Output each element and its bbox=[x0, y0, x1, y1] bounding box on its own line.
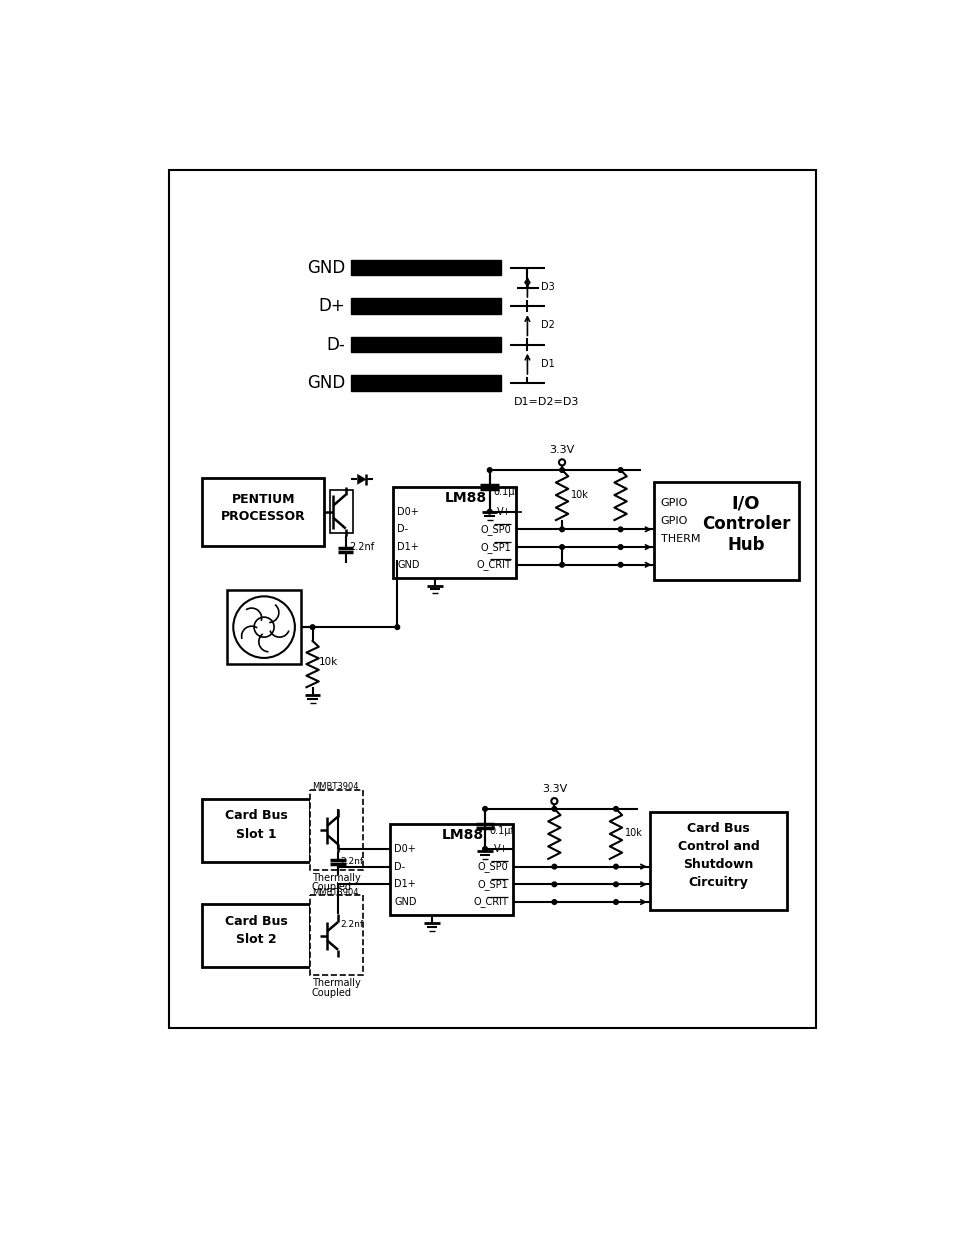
Text: D1+: D1+ bbox=[396, 542, 418, 552]
Text: GND: GND bbox=[306, 258, 345, 277]
Bar bbox=[351, 259, 500, 275]
Text: O_SP0: O_SP0 bbox=[480, 524, 511, 535]
Text: GND: GND bbox=[396, 559, 419, 569]
Text: MMBT3904: MMBT3904 bbox=[312, 782, 358, 792]
Text: O_SP0: O_SP0 bbox=[476, 861, 508, 872]
Text: V+: V+ bbox=[493, 844, 508, 853]
Text: 2.2nf: 2.2nf bbox=[340, 920, 363, 929]
Text: D2: D2 bbox=[540, 320, 554, 330]
Text: Circuitry: Circuitry bbox=[688, 876, 747, 888]
Text: D-: D- bbox=[326, 336, 345, 353]
Text: LM88: LM88 bbox=[441, 827, 483, 842]
Bar bbox=[329, 490, 353, 534]
Circle shape bbox=[559, 562, 564, 567]
Polygon shape bbox=[356, 474, 366, 484]
Bar bbox=[310, 895, 362, 976]
Circle shape bbox=[559, 468, 564, 472]
Bar bbox=[227, 590, 301, 664]
Bar bbox=[202, 478, 324, 546]
Text: Shutdown: Shutdown bbox=[682, 858, 753, 871]
Text: 10k: 10k bbox=[624, 829, 642, 839]
Text: GND: GND bbox=[306, 374, 345, 391]
Text: 0.1μf: 0.1μf bbox=[493, 487, 517, 496]
Circle shape bbox=[487, 468, 492, 472]
Text: O_SP1: O_SP1 bbox=[480, 542, 511, 552]
Text: D0+: D0+ bbox=[396, 506, 418, 516]
Text: 10k: 10k bbox=[571, 490, 589, 500]
Circle shape bbox=[559, 527, 564, 531]
Text: Card Bus: Card Bus bbox=[686, 823, 749, 835]
Circle shape bbox=[552, 900, 557, 904]
Circle shape bbox=[613, 900, 618, 904]
Text: 3.3V: 3.3V bbox=[541, 784, 566, 794]
Text: V+: V+ bbox=[497, 506, 511, 516]
Text: O_SP1: O_SP1 bbox=[476, 879, 508, 889]
Circle shape bbox=[613, 882, 618, 887]
Circle shape bbox=[310, 625, 314, 630]
Bar bbox=[310, 789, 362, 869]
Circle shape bbox=[618, 545, 622, 550]
Bar bbox=[202, 799, 310, 862]
Bar bbox=[351, 337, 500, 352]
Text: 2.2nf: 2.2nf bbox=[340, 857, 363, 866]
Circle shape bbox=[618, 527, 622, 531]
Circle shape bbox=[552, 864, 557, 869]
Text: D-: D- bbox=[396, 525, 408, 535]
Circle shape bbox=[482, 806, 487, 811]
Circle shape bbox=[552, 882, 557, 887]
Text: D1=D2=D3: D1=D2=D3 bbox=[513, 396, 578, 406]
Text: I/O: I/O bbox=[731, 494, 760, 513]
Text: PENTIUM: PENTIUM bbox=[232, 493, 294, 506]
Text: Coupled: Coupled bbox=[312, 988, 352, 998]
Circle shape bbox=[613, 806, 618, 811]
Bar bbox=[351, 375, 500, 390]
Text: O_CRIT: O_CRIT bbox=[473, 897, 508, 908]
Text: Slot 1: Slot 1 bbox=[235, 827, 276, 841]
Circle shape bbox=[613, 864, 618, 869]
Text: D3: D3 bbox=[540, 282, 554, 291]
Circle shape bbox=[552, 806, 557, 811]
Circle shape bbox=[559, 545, 564, 550]
Text: GPIO: GPIO bbox=[659, 498, 687, 508]
Circle shape bbox=[487, 509, 492, 514]
Text: 3.3V: 3.3V bbox=[549, 446, 574, 456]
Bar bbox=[202, 904, 310, 967]
Bar bbox=[393, 487, 516, 578]
Bar bbox=[170, 169, 816, 1029]
Bar bbox=[654, 482, 799, 580]
Text: D0+: D0+ bbox=[394, 844, 416, 853]
Circle shape bbox=[395, 625, 399, 630]
Text: D+: D+ bbox=[318, 298, 345, 315]
Text: O_CRIT: O_CRIT bbox=[476, 559, 511, 571]
Text: THERM: THERM bbox=[659, 534, 700, 543]
Bar bbox=[351, 299, 500, 314]
Text: 2.2nf: 2.2nf bbox=[349, 542, 375, 552]
Text: Control and: Control and bbox=[677, 840, 759, 853]
Text: D1: D1 bbox=[540, 359, 554, 369]
Text: Coupled: Coupled bbox=[312, 882, 352, 892]
Text: D-: D- bbox=[394, 862, 405, 872]
Circle shape bbox=[618, 468, 622, 472]
Text: Thermally: Thermally bbox=[312, 978, 360, 988]
Text: Card Bus: Card Bus bbox=[225, 809, 288, 823]
Circle shape bbox=[482, 846, 487, 851]
Text: LM88: LM88 bbox=[444, 490, 486, 505]
Circle shape bbox=[618, 562, 622, 567]
Text: Hub: Hub bbox=[726, 536, 764, 553]
Text: MMBT3904: MMBT3904 bbox=[312, 888, 358, 897]
Text: 10k: 10k bbox=[318, 657, 337, 667]
Text: GND: GND bbox=[394, 897, 416, 906]
Text: Card Bus: Card Bus bbox=[225, 915, 288, 927]
Text: D1+: D1+ bbox=[394, 879, 416, 889]
Text: Slot 2: Slot 2 bbox=[235, 934, 276, 946]
Text: Controler: Controler bbox=[701, 515, 789, 534]
Text: Thermally: Thermally bbox=[312, 873, 360, 883]
Bar bbox=[649, 811, 786, 910]
Bar bbox=[389, 824, 513, 915]
Text: GPIO: GPIO bbox=[659, 516, 687, 526]
Text: PROCESSOR: PROCESSOR bbox=[221, 510, 305, 522]
Text: 0.1μf: 0.1μf bbox=[488, 826, 514, 836]
